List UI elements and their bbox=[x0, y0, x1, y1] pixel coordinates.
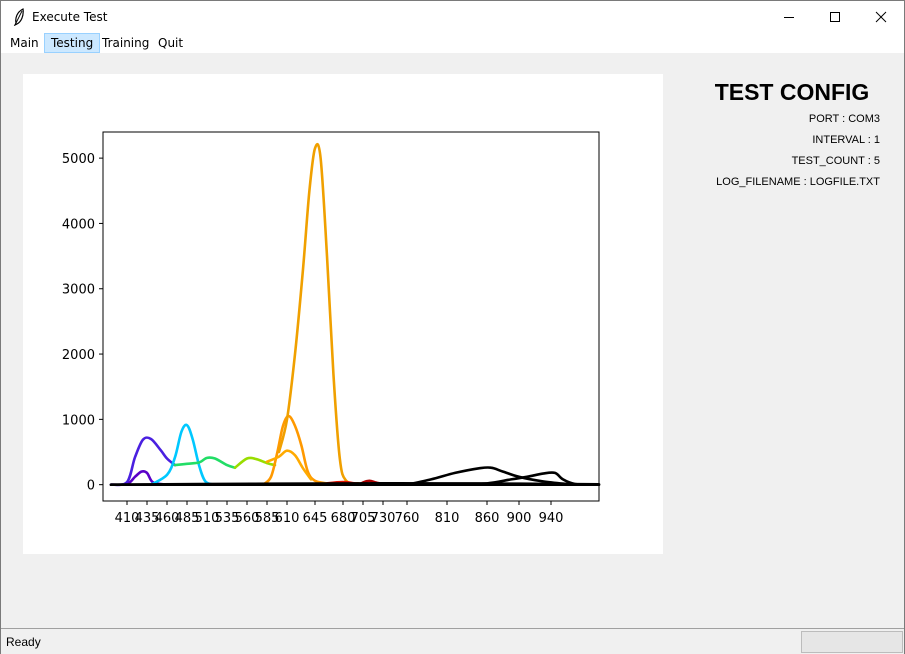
series-line-4 bbox=[233, 456, 277, 469]
config-title: TEST CONFIG bbox=[714, 79, 870, 105]
y-tick-label: 1000 bbox=[62, 413, 95, 428]
x-tick-label: 705 bbox=[351, 511, 376, 526]
y-tick-label: 5000 bbox=[62, 152, 95, 167]
x-tick-label: 510 bbox=[195, 511, 220, 526]
x-tick-label: 610 bbox=[275, 511, 300, 526]
menu-testing[interactable]: Testing bbox=[44, 33, 101, 53]
minimize-button[interactable] bbox=[766, 1, 812, 33]
menu-bar: Main Testing Training Quit bbox=[1, 33, 904, 53]
close-button[interactable] bbox=[858, 1, 904, 33]
series-line-7 bbox=[277, 143, 361, 485]
x-tick-label: 760 bbox=[395, 511, 420, 526]
feather-icon bbox=[13, 8, 24, 26]
x-tick-label: 645 bbox=[303, 511, 328, 526]
x-tick-label: 410 bbox=[115, 511, 140, 526]
x-tick-label: 900 bbox=[507, 511, 532, 526]
maximize-button[interactable] bbox=[812, 1, 858, 33]
series-line-2 bbox=[149, 423, 217, 486]
x-tick-label: 860 bbox=[475, 511, 500, 526]
status-progress bbox=[801, 631, 903, 653]
plot-panel: 0 1000 2000 3000 4000 5000 410 435 460 485 510 535 5… bbox=[23, 74, 663, 554]
config-interval: INTERVAL : 1 bbox=[812, 134, 880, 146]
x-tick-label: 560 bbox=[235, 511, 260, 526]
x-tick-label: 940 bbox=[539, 511, 564, 526]
x-tick-label: 810 bbox=[435, 511, 460, 526]
series-line-10 bbox=[405, 466, 569, 486]
title-bar[interactable]: Execute Test bbox=[1, 1, 904, 33]
y-tick-label: 4000 bbox=[62, 217, 95, 232]
y-tick-label: 0 bbox=[87, 479, 95, 494]
status-text: Ready bbox=[6, 635, 41, 649]
y-tick-label: 2000 bbox=[62, 348, 95, 363]
series-line-3 bbox=[173, 456, 237, 469]
spectrum-chart: 0100020003000400050004104354604855105355… bbox=[62, 131, 601, 526]
series-line-1 bbox=[109, 436, 177, 487]
maximize-icon bbox=[830, 12, 840, 22]
config-test-count: TEST_COUNT : 5 bbox=[791, 155, 880, 167]
x-tick-label: 535 bbox=[215, 511, 240, 526]
x-tick-label: 460 bbox=[155, 511, 180, 526]
x-tick-label: 485 bbox=[175, 511, 200, 526]
status-bar: Ready bbox=[1, 628, 904, 654]
x-tick-label: 680 bbox=[331, 511, 356, 526]
x-tick-label: 730 bbox=[371, 511, 396, 526]
y-tick-label: 3000 bbox=[62, 283, 95, 298]
x-tick-label: 585 bbox=[255, 511, 280, 526]
config-port: PORT : COM3 bbox=[808, 113, 880, 125]
config-log-filename: LOG_FILENAME : LOGFILE.TXT bbox=[716, 176, 880, 188]
plot-area bbox=[102, 131, 600, 502]
window-title: Execute Test bbox=[32, 10, 108, 24]
menu-main[interactable]: Main bbox=[10, 36, 39, 50]
menu-training[interactable]: Training bbox=[102, 36, 150, 50]
minimize-icon bbox=[784, 17, 794, 18]
series-line-6 bbox=[265, 449, 313, 481]
x-tick-label: 435 bbox=[135, 511, 160, 526]
menu-quit[interactable]: Quit bbox=[158, 36, 184, 50]
close-icon bbox=[875, 11, 887, 23]
